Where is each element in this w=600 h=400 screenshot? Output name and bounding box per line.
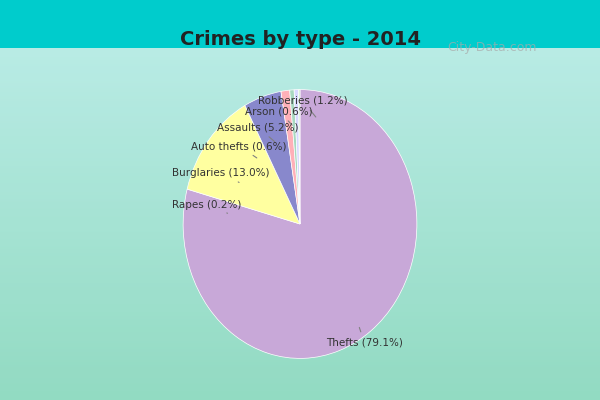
Text: Assaults (5.2%): Assaults (5.2%) <box>217 122 299 142</box>
Text: Rapes (0.2%): Rapes (0.2%) <box>172 200 241 213</box>
Title: Crimes by type - 2014: Crimes by type - 2014 <box>179 30 421 49</box>
Wedge shape <box>187 106 300 224</box>
Wedge shape <box>245 91 300 224</box>
Wedge shape <box>281 90 300 224</box>
Text: Auto thefts (0.6%): Auto thefts (0.6%) <box>191 141 287 158</box>
Wedge shape <box>183 90 417 358</box>
Text: Arson (0.6%): Arson (0.6%) <box>245 106 313 125</box>
Wedge shape <box>290 90 300 224</box>
Text: Thefts (79.1%): Thefts (79.1%) <box>326 328 403 347</box>
Wedge shape <box>299 90 300 224</box>
Text: City-Data.com: City-Data.com <box>447 42 537 54</box>
Text: Robberies (1.2%): Robberies (1.2%) <box>257 95 347 117</box>
Wedge shape <box>294 90 300 224</box>
Text: Burglaries (13.0%): Burglaries (13.0%) <box>172 168 269 182</box>
